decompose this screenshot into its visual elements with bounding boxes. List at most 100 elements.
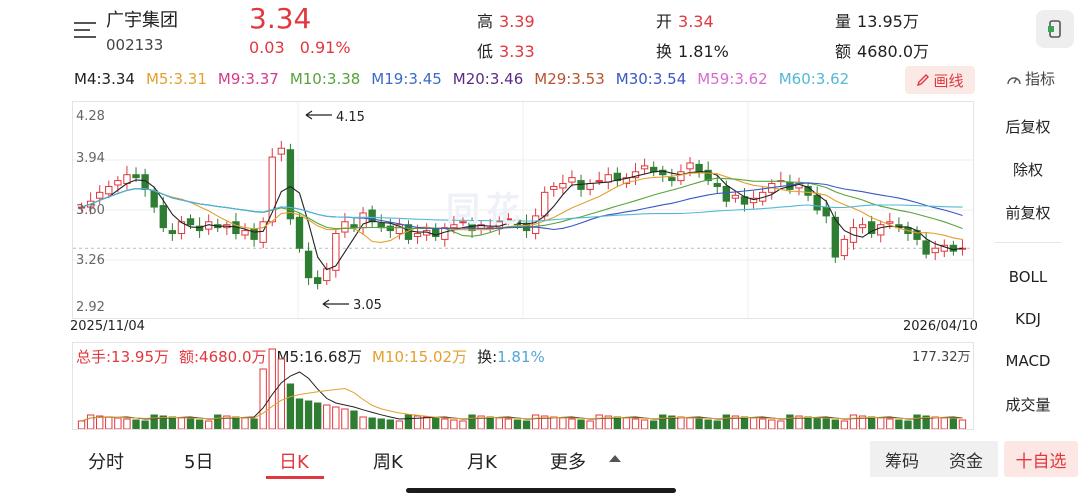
ma-values-row: M4:3.34 M5:3.31 M9:3.37 M10:3.38 M19:3.45 M20… (74, 70, 860, 88)
chips-button[interactable]: 筹码 (870, 441, 934, 477)
volume-bar (195, 419, 204, 429)
volume-bar (731, 415, 740, 429)
volume-bar (613, 416, 622, 429)
candle-body (368, 209, 376, 223)
candle-body (949, 244, 958, 252)
tab-monthly-k[interactable]: 月K (467, 452, 497, 473)
candle-body (568, 177, 576, 183)
menu-ex-rights[interactable]: 除权 (1012, 161, 1043, 179)
volume-bar (168, 416, 177, 429)
candle-body (395, 224, 404, 235)
switch-view-button[interactable] (1036, 10, 1074, 48)
volume-bar (295, 398, 304, 429)
volume-bar (541, 415, 549, 429)
volume-bar (132, 419, 140, 429)
tab-daily-k[interactable]: 日K (279, 452, 309, 473)
volume-bar (413, 415, 422, 429)
candle-body (250, 228, 258, 240)
volume-bar (395, 420, 404, 429)
volume-bar (713, 420, 721, 429)
menu-kdj[interactable]: KDJ (1015, 310, 1041, 328)
quote-low: 低 3.33 (477, 42, 535, 61)
menu-post-adjust[interactable]: 后复权 (1005, 118, 1051, 136)
tab-intraday[interactable]: 分时 (88, 452, 124, 473)
candle-body (304, 250, 313, 279)
add-watchlist-button[interactable]: 十自选 (1004, 441, 1078, 477)
candle-body (731, 194, 740, 199)
volume-bar (177, 417, 186, 429)
candle-body (323, 268, 331, 282)
menu-divider (995, 242, 1061, 243)
volume-bar (922, 415, 930, 429)
candle-body (332, 233, 340, 271)
menu-volume[interactable]: 成交量 (1005, 396, 1051, 414)
candle-body (413, 233, 422, 237)
volume-bar (659, 414, 667, 429)
indicator-button[interactable]: 指标 (1006, 68, 1055, 89)
caret-up-icon[interactable] (609, 455, 621, 462)
volume-bar (495, 417, 503, 429)
volume-bar (822, 418, 830, 429)
menu-macd[interactable]: MACD (1005, 352, 1051, 370)
low-arrow-icon (322, 299, 349, 309)
candle-body (195, 225, 204, 232)
funds-button[interactable]: 资金 (934, 441, 998, 477)
tab-weekly-k[interactable]: 周K (373, 452, 403, 473)
menu-icon[interactable] (74, 22, 96, 42)
candle-body (450, 224, 458, 229)
volume-bar (695, 418, 703, 429)
candle-body (867, 221, 876, 235)
y-label-4: 3.26 (76, 253, 105, 268)
kline-chart[interactable] (72, 101, 974, 319)
volume-bar (277, 358, 286, 429)
volume-bar (577, 419, 585, 429)
volume-bar (804, 416, 812, 429)
date-end: 2026/04/10 (903, 319, 978, 334)
volume-bar (777, 420, 785, 429)
candle-body (613, 172, 622, 182)
volume-bar (114, 417, 122, 429)
candle-body (677, 171, 685, 182)
quote-open: 开 3.34 (656, 12, 714, 31)
volume-bar (186, 418, 195, 429)
candle-body (604, 174, 612, 183)
candle-body (277, 147, 286, 155)
volume-bar (86, 414, 95, 429)
volume-bar (604, 415, 612, 429)
tab-more[interactable]: 更多 (550, 452, 586, 473)
y-label-3: 3.60 (76, 203, 105, 218)
candle-body (105, 185, 113, 195)
vol-max-label: 177.32万 (912, 350, 971, 365)
volume-bar (650, 420, 658, 429)
ma-m60: M60:3.62 (778, 70, 850, 88)
volume-bar (958, 419, 967, 429)
ma-line-10 (81, 172, 963, 243)
high-arrow-icon (305, 110, 332, 120)
volume-bar (205, 420, 213, 429)
volume-bar (123, 418, 131, 429)
gauge-icon (1007, 76, 1021, 84)
volume-bar (531, 414, 540, 429)
change-percent: 0.91% (299, 38, 351, 57)
vol-m5: M5:16.68万 (276, 348, 363, 366)
volume-chart[interactable] (72, 342, 974, 430)
chart-watermark: 同花 (446, 190, 526, 230)
volume-bar (504, 418, 513, 429)
volume-bar (949, 418, 958, 429)
candle-body (295, 216, 304, 249)
candle-body (595, 180, 603, 183)
vol-m10: M10:15.02万 (372, 348, 468, 366)
menu-pre-adjust[interactable]: 前复权 (1005, 204, 1051, 222)
menu-boll[interactable]: BOLL (1008, 268, 1048, 286)
candle-body (177, 221, 186, 235)
candle-body (877, 224, 885, 236)
draw-line-button[interactable]: 画线 (905, 66, 975, 94)
volume-bar (568, 418, 576, 429)
volume-bar (867, 416, 876, 429)
volume-bar (586, 420, 594, 429)
tab-5day[interactable]: 5日 (184, 452, 214, 473)
volume-bar (640, 419, 649, 429)
high-annotation: 4.15 (336, 110, 365, 125)
y-label-top: 4.28 (76, 109, 105, 124)
volume-bar (677, 416, 685, 429)
